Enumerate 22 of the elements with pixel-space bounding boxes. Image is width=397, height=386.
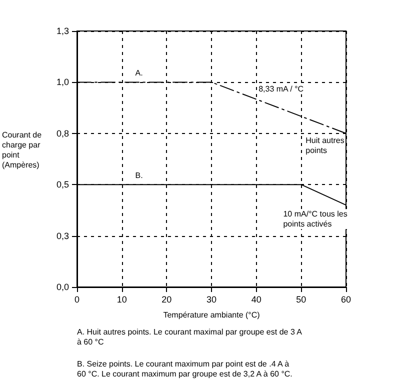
text: B. Seize points. Le courant maximum par point est de .4 A à 60 °C. Le courant maximum par groupe est de 3,2 A à 60 °C. bbox=[77, 360, 292, 378]
y-tick-label: 0,0 bbox=[56, 282, 69, 292]
annotation: Huit autres points bbox=[306, 136, 344, 155]
annotation: A. bbox=[135, 68, 143, 78]
x-tick-label: 30 bbox=[206, 294, 217, 304]
y-tick-label: 0,5 bbox=[56, 180, 69, 190]
x-tick-label: 40 bbox=[251, 294, 262, 304]
y-axis-title: Courant de charge par point (Ampères) bbox=[2, 130, 42, 170]
annotation: 8,33 mA / °C bbox=[258, 84, 304, 94]
x-axis-title: Température ambiante (°C) bbox=[163, 310, 260, 320]
annotation: B. bbox=[135, 170, 143, 180]
text: A. Huit autres points. Le courant maximal par groupe est de 3 A à 60 °C bbox=[77, 328, 303, 346]
y-tick-label: 1,3 bbox=[56, 26, 69, 36]
x-tick-label: 60 bbox=[340, 294, 352, 304]
y-tick-label: 0,8 bbox=[56, 128, 69, 138]
x-tick-label: 10 bbox=[116, 294, 127, 304]
x-tick-label: 20 bbox=[162, 294, 172, 304]
x-tick-label: 0 bbox=[74, 294, 80, 304]
y-tick-label: 0,3 bbox=[56, 230, 69, 241]
x-tick-label: 50 bbox=[296, 294, 306, 304]
annotation: 10 mA/°C tous les points activés bbox=[283, 210, 348, 229]
y-tick-label: 1,0 bbox=[56, 77, 69, 88]
